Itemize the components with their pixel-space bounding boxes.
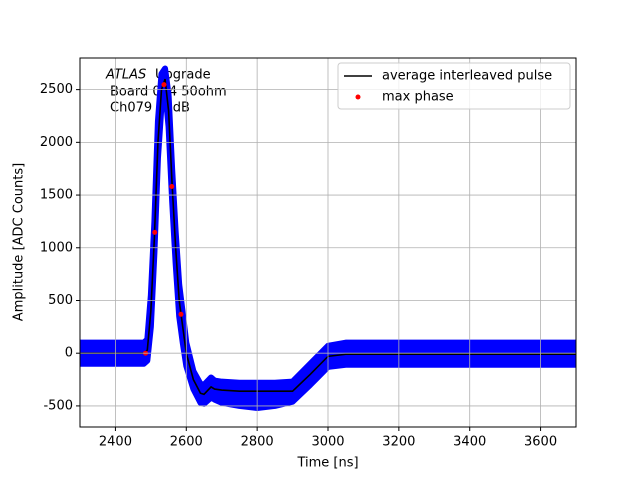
y-tick-label: 1000: [40, 240, 73, 255]
x-tick-label: 2400: [99, 435, 132, 450]
phase-point: [161, 82, 167, 88]
phase-point: [169, 184, 175, 190]
y-tick-label: 2000: [40, 135, 73, 150]
y-tick-label: 1500: [40, 188, 73, 203]
annotation: Ch079 20dB: [110, 101, 190, 116]
annotation-italic: ATLAS: [105, 68, 146, 83]
plot-frame: [79, 57, 577, 428]
x-axis-label: Time [ns]: [296, 456, 358, 471]
x-tick-label: 2800: [241, 435, 274, 450]
x-tick-label: 3600: [524, 435, 557, 450]
x-tick-label: 2600: [170, 435, 203, 450]
x-tick-label: 3400: [453, 435, 486, 450]
y-axis-label: Amplitude [ADC Counts]: [12, 163, 27, 321]
x-tick-label: 3000: [311, 435, 344, 450]
legend-label: max phase: [382, 90, 454, 105]
x-tick-label: 3200: [382, 435, 415, 450]
pulse-line: [80, 78, 576, 396]
y-tick-label: 0: [65, 346, 73, 361]
legend-label: average interleaved pulse: [382, 69, 552, 84]
phase-point: [152, 229, 158, 235]
y-tick-label: -500: [43, 398, 73, 413]
y-tick-label: 2500: [40, 82, 73, 97]
y-tick-label: 500: [48, 293, 73, 308]
phase-point: [178, 311, 184, 317]
legend-marker: [355, 94, 361, 100]
legend-box: [337, 62, 571, 110]
